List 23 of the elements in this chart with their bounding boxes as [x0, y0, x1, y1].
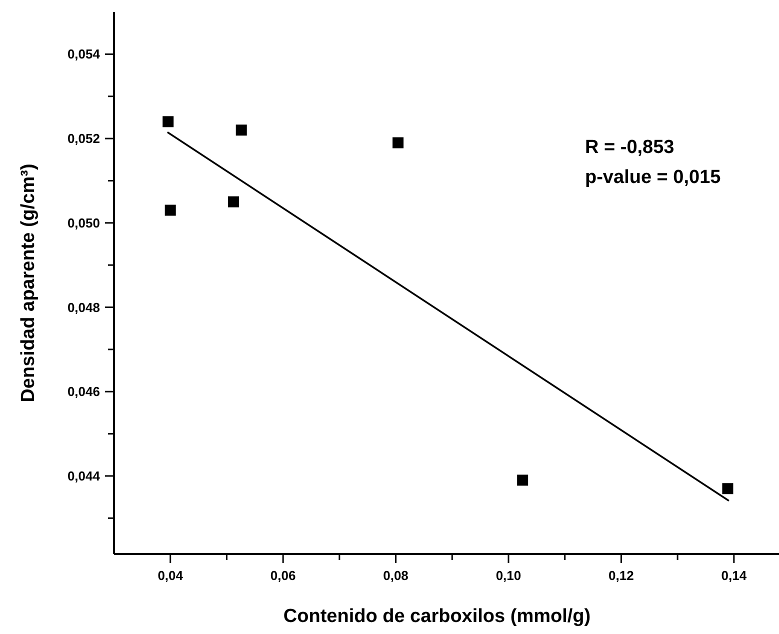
y-axis-title: Densidad aparente (g/cm³) [18, 164, 39, 402]
point [236, 124, 247, 136]
point [392, 137, 404, 148]
annotation: p-value = 0,015 [585, 167, 722, 188]
x-tick-label: 0,06 [270, 568, 296, 583]
x-tick-label: 0,12 [608, 568, 634, 583]
y-tick-label: 0,054 [67, 46, 101, 62]
annotation: R = -0,853 [585, 137, 674, 158]
y-tick-label: 0,050 [67, 215, 100, 230]
point [722, 483, 734, 494]
point [164, 204, 176, 216]
x-tick-label: 0,04 [158, 568, 184, 583]
x-tick-label: 0,08 [383, 568, 408, 583]
x-tick-label: 0,14 [721, 568, 748, 583]
point [162, 116, 174, 128]
point [517, 474, 528, 486]
x-tick-label: 0,10 [496, 568, 522, 583]
y-tick-label: 0,052 [67, 131, 100, 146]
y-tick-label: 0,044 [67, 468, 101, 484]
x-axis-title: Contenido de carboxilos (mmol/g) [283, 606, 591, 627]
point [228, 196, 239, 208]
y-tick-label: 0,048 [67, 300, 100, 315]
y-tick-label: 0,046 [67, 384, 100, 400]
